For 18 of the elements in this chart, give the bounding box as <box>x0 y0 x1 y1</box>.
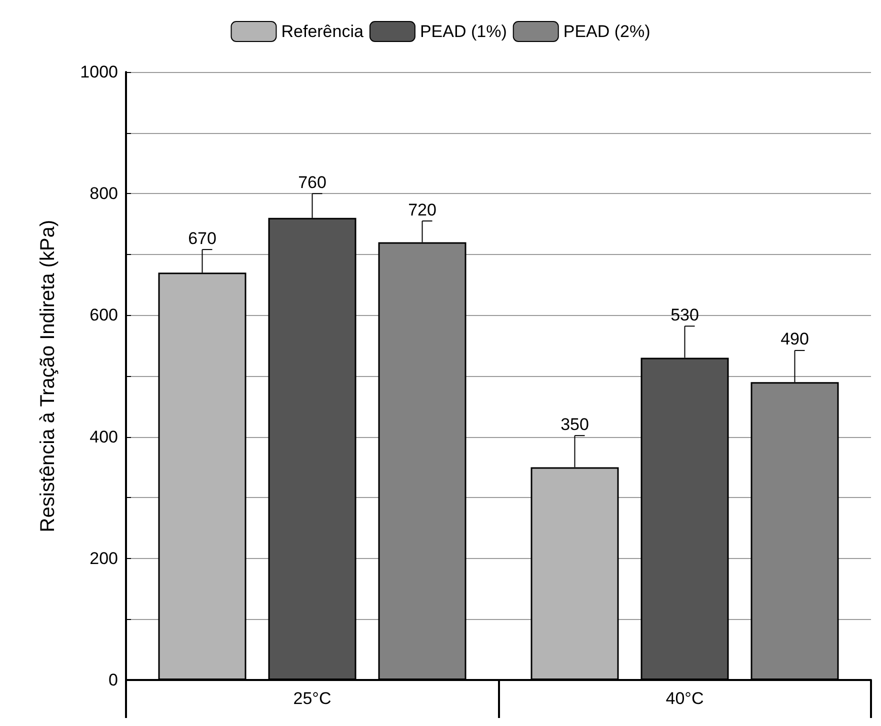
legend-label: PEAD (2%) <box>563 22 650 41</box>
x-tick-label: 25°C <box>293 689 332 708</box>
data-label: 530 <box>670 305 699 324</box>
legend-label: Referência <box>281 22 364 41</box>
data-label: 720 <box>408 200 436 220</box>
y-tick-label: 800 <box>90 184 118 204</box>
y-axis-title: Resistência à Tração Indireta (kPa) <box>37 220 59 532</box>
y-tick-label: 400 <box>90 427 118 446</box>
data-label: 760 <box>298 172 326 192</box>
x-tick-label: 40°C <box>666 689 704 708</box>
legend-label: PEAD (1%) <box>420 22 507 41</box>
y-tick-label: 600 <box>90 306 118 325</box>
y-tick-label: 1000 <box>80 62 118 82</box>
y-tick-label: 200 <box>90 548 118 568</box>
data-label: 670 <box>188 228 216 248</box>
y-tick-label: 0 <box>108 670 118 690</box>
data-label: 350 <box>560 414 589 434</box>
data-label: 490 <box>780 330 809 349</box>
